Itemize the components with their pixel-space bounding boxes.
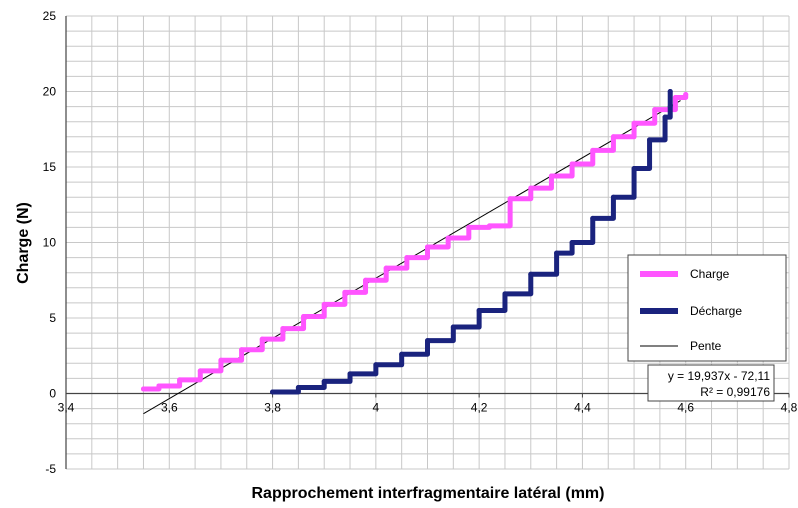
data-point-decharge — [373, 362, 379, 368]
data-point-decharge — [476, 307, 482, 313]
data-point-decharge — [610, 194, 616, 200]
data-point-charge — [569, 161, 575, 167]
y-tick-label: 25 — [43, 9, 57, 23]
data-point-decharge — [554, 250, 560, 256]
data-point-decharge — [528, 271, 534, 277]
y-tick-label: 5 — [49, 311, 56, 325]
trendline-equation: y = 19,937x - 72,11 R² = 0,99176 — [647, 364, 775, 402]
data-point-charge — [652, 107, 658, 113]
data-point-charge — [672, 95, 678, 101]
x-tick-label: 3,4 — [58, 401, 75, 415]
y-axis-title: Charge (N) — [15, 202, 32, 284]
data-point-decharge — [321, 378, 327, 384]
data-point-charge — [342, 289, 348, 295]
legend: Charge Décharge Pente — [627, 254, 787, 362]
data-point-charge — [528, 185, 534, 191]
y-tick-label: -5 — [45, 462, 56, 476]
data-point-charge — [321, 301, 327, 307]
series-line-decharge — [270, 89, 673, 395]
data-point-charge — [383, 265, 389, 271]
legend-label-decharge: Décharge — [690, 304, 742, 318]
data-point-decharge — [667, 104, 673, 110]
y-tick-label: 15 — [43, 160, 57, 174]
x-tick-label: 3,6 — [161, 401, 178, 415]
data-point-charge — [486, 223, 492, 229]
x-tick-label: 4,2 — [471, 401, 488, 415]
x-tick-label: 4,4 — [574, 401, 591, 415]
data-point-decharge — [399, 351, 405, 357]
data-point-charge — [239, 347, 245, 353]
data-point-charge — [301, 313, 307, 319]
data-point-charge — [548, 173, 554, 179]
data-point-decharge — [450, 324, 456, 330]
data-point-charge — [445, 235, 451, 241]
data-point-decharge — [270, 389, 276, 395]
data-point-charge — [631, 120, 637, 126]
data-point-decharge — [667, 89, 673, 94]
y-tick-label: 0 — [49, 387, 56, 401]
equation-line: y = 19,937x - 72,11 — [668, 369, 771, 383]
data-point-charge — [683, 92, 689, 98]
x-tick-label: 4,6 — [677, 401, 694, 415]
series — [140, 89, 689, 415]
data-point-decharge — [502, 291, 508, 297]
data-point-charge — [218, 357, 224, 363]
data-point-decharge — [295, 384, 301, 390]
data-point-decharge — [662, 114, 668, 120]
data-point-decharge — [347, 371, 353, 377]
data-point-decharge — [631, 166, 637, 172]
data-point-charge — [177, 377, 183, 383]
data-point-charge — [507, 196, 513, 202]
x-tick-label: 4 — [373, 401, 380, 415]
legend-label-charge: Charge — [690, 267, 730, 281]
y-tick-label: 10 — [43, 236, 57, 250]
data-point-charge — [363, 277, 369, 283]
data-point-decharge — [569, 240, 575, 245]
data-point-decharge — [425, 338, 430, 344]
data-point-decharge — [647, 137, 653, 143]
equation-box — [647, 364, 775, 402]
data-point-charge — [280, 326, 286, 332]
x-tick-label: 3,8 — [264, 401, 281, 415]
data-point-charge — [197, 368, 203, 374]
x-axis-title: Rapprochement interfragmentaire latéral … — [252, 485, 605, 502]
series-line-charge — [140, 92, 689, 392]
legend-label-pente: Pente — [690, 339, 722, 353]
data-point-charge — [156, 383, 162, 389]
data-point-charge — [404, 255, 410, 261]
data-point-charge — [425, 244, 430, 250]
x-tick-label: 4,8 — [781, 401, 798, 415]
data-point-charge — [590, 147, 596, 153]
tick-labels: -5 0 5 10 15 20 25 3,4 3,6 3,8 4 4,2 4,4 4,6 4,8 — [43, 9, 798, 476]
data-point-charge — [140, 386, 146, 392]
data-point-charge — [610, 134, 616, 140]
data-point-charge — [466, 224, 472, 230]
data-point-charge — [259, 336, 265, 342]
y-tick-label: 20 — [43, 85, 57, 99]
r-squared: R² = 0,99176 — [700, 385, 770, 399]
data-point-decharge — [590, 215, 596, 221]
